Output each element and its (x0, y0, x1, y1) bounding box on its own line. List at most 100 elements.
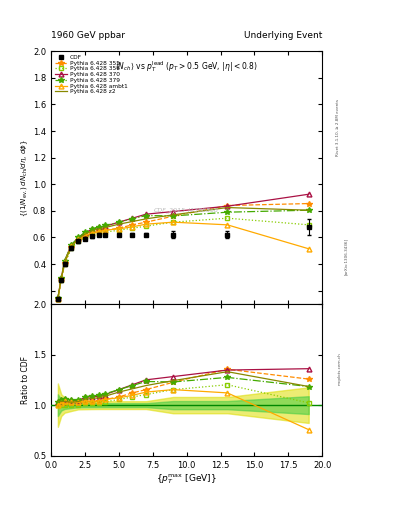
Pythia 6.428 370 (96, 224, 101, 230)
Pythia 6.428 379 (55, 295, 60, 301)
Pythia 6.428 355 (55, 295, 60, 302)
Line: Pythia 6.428 356: Pythia 6.428 356 (56, 216, 311, 301)
Pythia 6.428 356 (96, 230, 101, 237)
Line: Pythia 6.428 379: Pythia 6.428 379 (55, 207, 312, 301)
Pythia 6.428 379 (144, 212, 149, 219)
Text: 1960 GeV ppbar: 1960 GeV ppbar (51, 31, 125, 40)
Pythia 6.428 370 (225, 203, 230, 209)
Pythia 6.428 379 (62, 258, 67, 264)
Pythia 6.428 z2 (55, 295, 60, 301)
Pythia 6.428 379 (69, 242, 74, 248)
Pythia 6.428 ambt1 (130, 224, 135, 230)
Pythia 6.428 355 (90, 230, 94, 237)
Pythia 6.428 ambt1 (62, 259, 67, 265)
Pythia 6.428 355 (307, 201, 311, 207)
Pythia 6.428 ambt1 (55, 295, 60, 302)
Pythia 6.428 356 (130, 225, 135, 231)
Pythia 6.428 356 (116, 227, 121, 233)
Pythia 6.428 z2 (307, 207, 311, 214)
Pythia 6.428 z2 (130, 219, 135, 225)
Pythia 6.428 370 (307, 191, 311, 197)
Line: Pythia 6.428 370: Pythia 6.428 370 (55, 192, 311, 301)
Pythia 6.428 370 (116, 219, 121, 225)
Pythia 6.428 370 (62, 258, 67, 264)
Pythia 6.428 355 (76, 237, 81, 243)
Pythia 6.428 z2 (144, 216, 149, 222)
Pythia 6.428 z2 (62, 259, 67, 265)
Pythia 6.428 370 (55, 295, 60, 301)
Pythia 6.428 370 (59, 275, 64, 281)
Pythia 6.428 356 (59, 277, 64, 283)
Pythia 6.428 370 (144, 211, 149, 217)
Pythia 6.428 355 (62, 260, 67, 266)
Pythia 6.428 ambt1 (96, 228, 101, 234)
Pythia 6.428 379 (90, 226, 94, 232)
Pythia 6.428 356 (307, 222, 311, 228)
Pythia 6.428 356 (144, 223, 149, 229)
Pythia 6.428 ambt1 (69, 243, 74, 249)
Pythia 6.428 ambt1 (83, 232, 87, 239)
Pythia 6.428 356 (90, 232, 94, 238)
Pythia 6.428 370 (76, 235, 81, 241)
Pythia 6.428 370 (83, 230, 87, 236)
Pythia 6.428 ambt1 (103, 227, 108, 233)
Pythia 6.428 379 (59, 275, 64, 281)
Pythia 6.428 355 (171, 213, 175, 219)
Pythia 6.428 ambt1 (90, 230, 94, 236)
Pythia 6.428 z2 (83, 231, 87, 237)
Pythia 6.428 355 (144, 219, 149, 225)
Pythia 6.428 z2 (76, 236, 81, 242)
Pythia 6.428 z2 (59, 275, 64, 282)
Pythia 6.428 355 (83, 233, 87, 239)
Pythia 6.428 370 (90, 226, 94, 232)
Pythia 6.428 356 (171, 219, 175, 225)
Pythia 6.428 ambt1 (225, 222, 230, 228)
Text: mcplots.cern.ch: mcplots.cern.ch (337, 352, 341, 385)
Pythia 6.428 z2 (116, 221, 121, 227)
Line: Pythia 6.428 355: Pythia 6.428 355 (55, 201, 312, 302)
Pythia 6.428 z2 (103, 224, 108, 230)
Pythia 6.428 379 (130, 216, 135, 222)
Pythia 6.428 356 (225, 215, 230, 221)
Pythia 6.428 379 (96, 224, 101, 230)
Line: Pythia 6.428 z2: Pythia 6.428 z2 (58, 207, 309, 298)
Pythia 6.428 379 (83, 229, 87, 235)
Text: [arXiv:1306.3436]: [arXiv:1306.3436] (344, 238, 348, 274)
Pythia 6.428 ambt1 (307, 246, 311, 252)
Pythia 6.428 ambt1 (116, 226, 121, 232)
Pythia 6.428 355 (116, 225, 121, 231)
Pythia 6.428 z2 (69, 243, 74, 249)
Pythia 6.428 355 (96, 228, 101, 234)
Pythia 6.428 356 (83, 234, 87, 241)
Pythia 6.428 ambt1 (59, 276, 64, 283)
Pythia 6.428 355 (130, 222, 135, 228)
Text: Underlying Event: Underlying Event (244, 31, 322, 40)
Pythia 6.428 379 (103, 222, 108, 228)
Pythia 6.428 z2 (225, 204, 230, 210)
Pythia 6.428 370 (103, 223, 108, 229)
Text: $\langle N_{ch}\rangle$ vs $p_T^\mathrm{lead}$ ($p_T > 0.5$ GeV, $|\eta| < 0.8$): $\langle N_{ch}\rangle$ vs $p_T^\mathrm{… (116, 59, 258, 74)
Line: Pythia 6.428 ambt1: Pythia 6.428 ambt1 (55, 220, 311, 301)
Pythia 6.428 370 (130, 215, 135, 221)
Pythia 6.428 356 (76, 239, 81, 245)
Pythia 6.428 379 (76, 234, 81, 241)
Pythia 6.428 ambt1 (144, 221, 149, 227)
Pythia 6.428 z2 (171, 212, 175, 218)
Pythia 6.428 370 (69, 242, 74, 248)
Y-axis label: Ratio to CDF: Ratio to CDF (21, 356, 30, 404)
Pythia 6.428 370 (171, 208, 175, 215)
Text: CDF_2015_I1388868: CDF_2015_I1388868 (154, 208, 219, 214)
Pythia 6.428 ambt1 (76, 237, 81, 243)
Pythia 6.428 z2 (96, 226, 101, 232)
Pythia 6.428 356 (103, 229, 108, 235)
Pythia 6.428 379 (225, 209, 230, 215)
Pythia 6.428 379 (116, 219, 121, 225)
X-axis label: $\{p_T^\mathrm{max}$ [GeV]$\}$: $\{p_T^\mathrm{max}$ [GeV]$\}$ (156, 472, 217, 486)
Pythia 6.428 355 (103, 227, 108, 233)
Pythia 6.428 355 (225, 202, 230, 208)
Legend: CDF, Pythia 6.428 355, Pythia 6.428 356, Pythia 6.428 370, Pythia 6.428 379, Pyt: CDF, Pythia 6.428 355, Pythia 6.428 356,… (53, 54, 129, 96)
Pythia 6.428 356 (55, 295, 60, 302)
Pythia 6.428 379 (171, 213, 175, 219)
Pythia 6.428 ambt1 (171, 219, 175, 225)
Pythia 6.428 356 (69, 245, 74, 251)
